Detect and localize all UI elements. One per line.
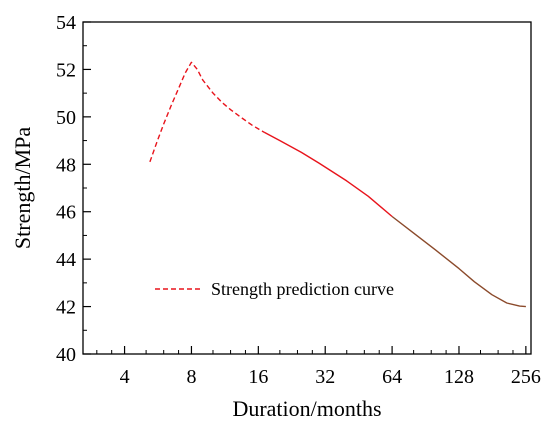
y-tick-label: 48 [56, 154, 76, 176]
x-axis-ticks: 4 8 16 32 64 128 256 [96, 346, 541, 388]
series-line-1 [149, 61, 265, 163]
series-line-3 [391, 215, 526, 308]
y-tick-label: 52 [56, 59, 76, 81]
plot-frame [82, 21, 532, 355]
x-tick-label: 8 [186, 366, 196, 388]
x-tick-label: 32 [315, 366, 335, 388]
series-layer [149, 61, 526, 308]
y-tick-label: 42 [56, 297, 76, 319]
x-tick-label: 256 [511, 366, 541, 388]
legend-label: Strength prediction curve [211, 279, 394, 299]
y-tick-label: 44 [56, 249, 76, 271]
y-tick-label: 46 [56, 202, 76, 224]
y-tick-label: 54 [56, 12, 76, 34]
series-line-2 [263, 131, 393, 218]
x-tick-label: 4 [120, 366, 130, 388]
x-tick-label: 16 [248, 366, 268, 388]
y-axis-ticks: 40 42 44 46 48 50 52 54 [56, 12, 91, 366]
y-axis-title: Strength/MPa [10, 127, 35, 249]
y-tick-label: 40 [56, 344, 76, 366]
x-axis-title: Duration/months [232, 396, 381, 421]
x-tick-label: 64 [382, 366, 402, 388]
legend: Strength prediction curve [155, 279, 394, 299]
y-tick-label: 50 [56, 107, 76, 129]
x-tick-label: 128 [444, 366, 474, 388]
